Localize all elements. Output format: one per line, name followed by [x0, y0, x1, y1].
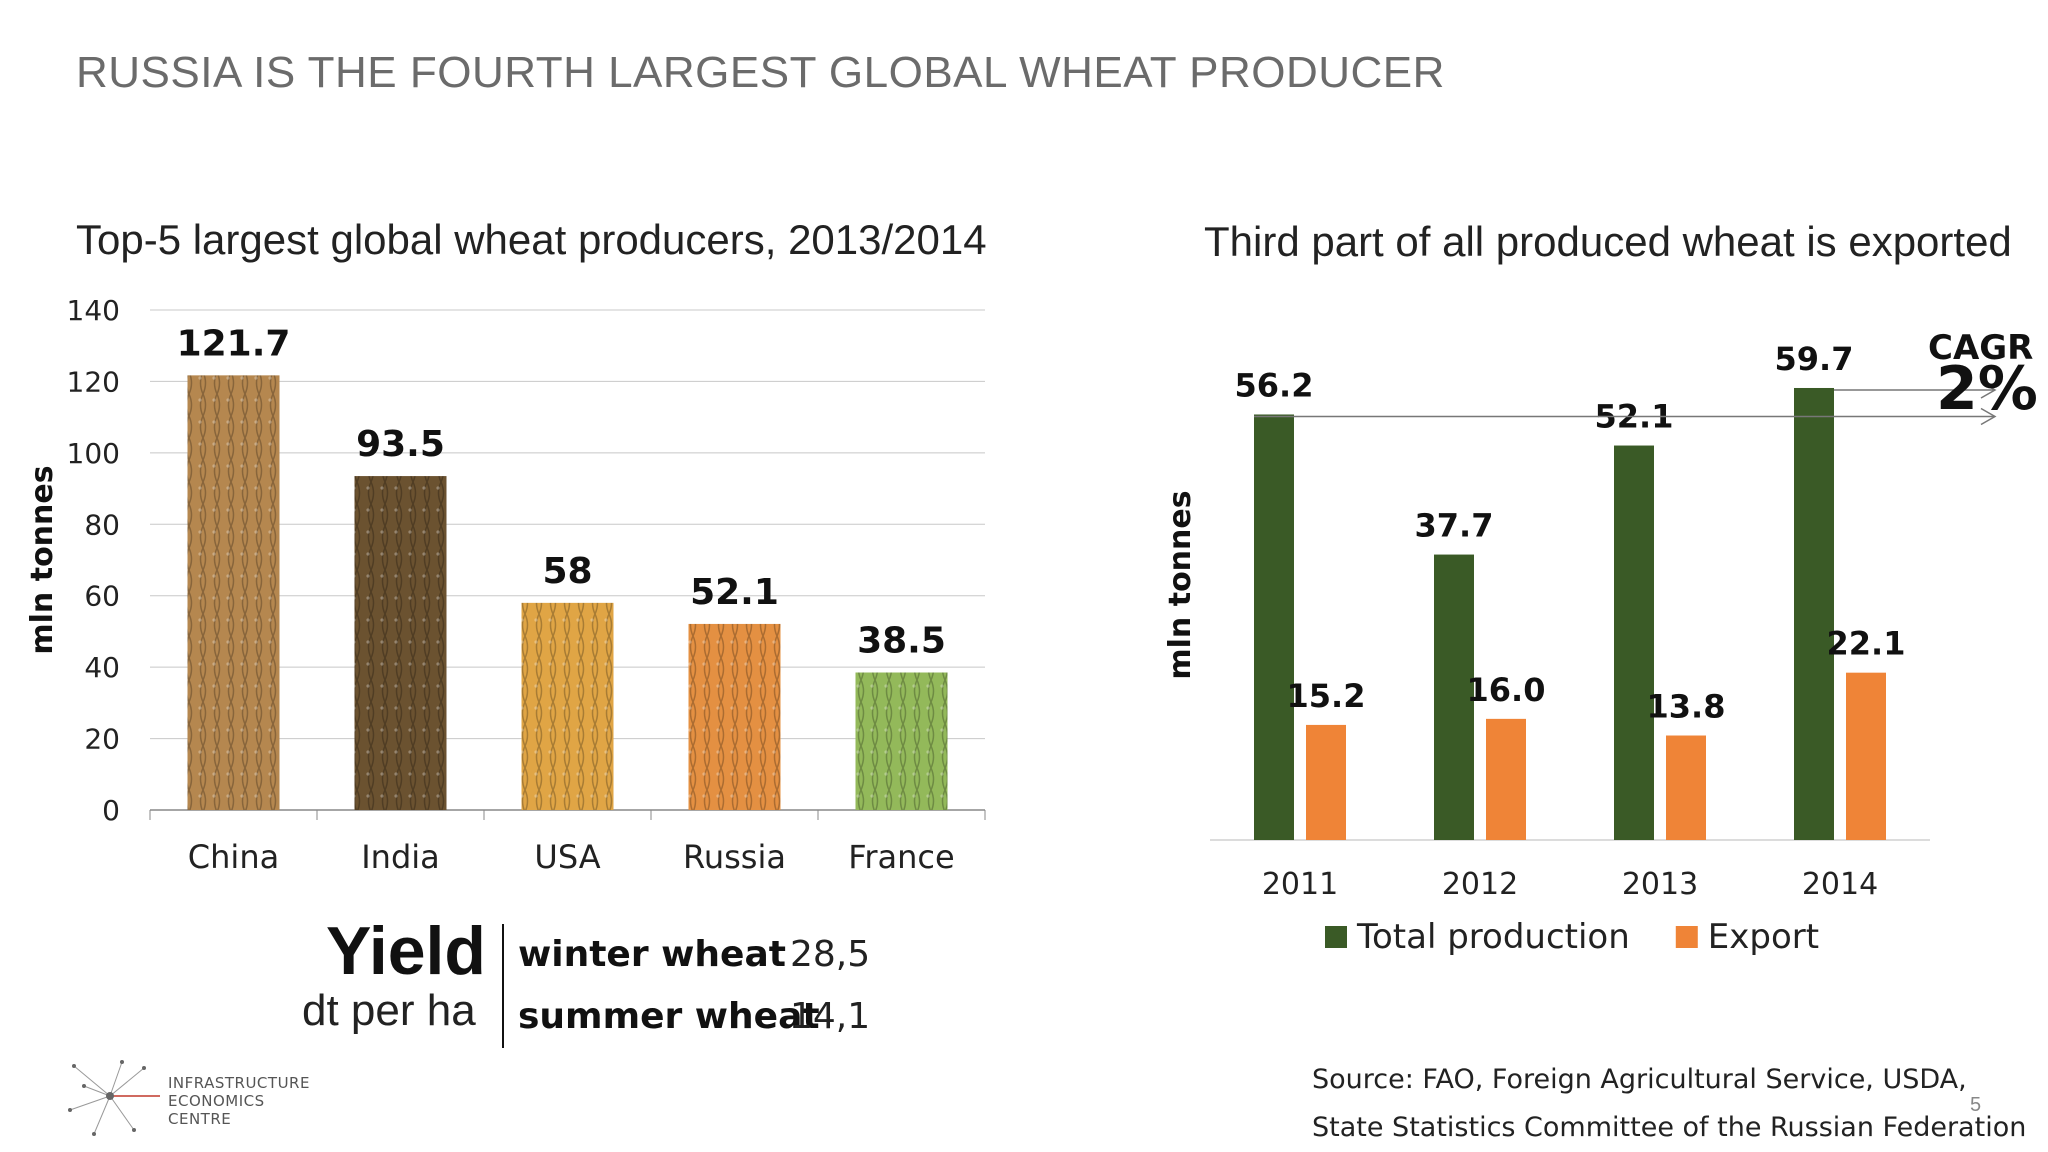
total-production-bar-2012: [1434, 554, 1474, 840]
x-tick-label: 2012: [1442, 867, 1518, 902]
source-line-1: Source: FAO, Foreign Agricultural Servic…: [1312, 1064, 1967, 1095]
network-logo-icon: [68, 1060, 160, 1136]
data-label: 16.0: [1467, 671, 1546, 709]
logo-text-line-3: CENTRE: [168, 1110, 232, 1128]
data-label: 56.2: [1235, 366, 1314, 404]
y-tick-label: 80: [84, 508, 120, 541]
arrow-right-icon: [1980, 407, 1997, 426]
data-label: 15.2: [1287, 677, 1366, 715]
logo-text-line-2: ECONOMICS: [168, 1092, 265, 1110]
x-tick-label: 2013: [1622, 867, 1698, 902]
x-tick-label: USA: [534, 838, 600, 876]
legend-swatch-total-production: [1325, 926, 1347, 948]
cagr-value: 2%: [1936, 354, 2038, 424]
data-label: 59.7: [1775, 340, 1854, 378]
bar-usa: [521, 602, 614, 810]
page-title: RUSSIA IS THE FOURTH LARGEST GLOBAL WHEA…: [76, 48, 1445, 97]
bar-france: [855, 672, 948, 810]
logo: INFRASTRUCTURE ECONOMICS CENTRE: [64, 1056, 309, 1140]
y-tick-label: 120: [67, 365, 120, 398]
yield-unit: dt per ha: [302, 986, 476, 1035]
total-production-bar-2013: [1614, 445, 1654, 840]
y-tick-label: 40: [84, 651, 120, 684]
y-tick-label: 20: [84, 723, 120, 756]
x-tick-label: India: [361, 838, 440, 876]
y-tick-label: 100: [67, 437, 120, 470]
y-tick-label: 0: [102, 794, 120, 827]
x-tick-label: 2014: [1802, 867, 1878, 902]
bar-india: [354, 476, 447, 810]
y-axis-label: mln tonnes: [1163, 490, 1198, 679]
legend-label: Export: [1708, 917, 1819, 957]
right-chart-title: Third part of all produced wheat is expo…: [1204, 218, 2012, 265]
export-bar-2013: [1666, 735, 1706, 840]
x-tick-label: Russia: [683, 838, 786, 876]
legend-swatch-export: [1675, 926, 1698, 948]
export-bar-2011: [1306, 724, 1346, 840]
data-label: 58: [542, 551, 592, 592]
right-bar-chart: 56.215.2201137.716.0201252.113.8201359.7…: [1163, 340, 1997, 957]
left-bar-chart: 0 20 40 60 80 100 120 140 121.7 China 93.5 India 58 U…: [25, 294, 986, 876]
y-axis-label: mln tonnes: [25, 465, 60, 654]
data-label: 93.5: [356, 424, 445, 465]
yield-row-winter-label: winter wheat: [518, 934, 786, 975]
data-label: 13.8: [1647, 688, 1726, 726]
data-label: 22.1: [1827, 625, 1906, 663]
y-tick-label: 60: [84, 580, 120, 613]
yield-row-summer-value: 14,1: [790, 996, 871, 1037]
bar-russia: [688, 623, 781, 810]
data-label: 37.7: [1415, 507, 1494, 545]
yield-row-winter-value: 28,5: [790, 934, 871, 975]
total-production-bar-2011: [1254, 414, 1294, 840]
export-bar-2012: [1486, 718, 1526, 840]
page-number: 5: [1970, 1094, 1982, 1116]
x-tick-label: 2011: [1262, 867, 1338, 902]
left-chart-title: Top-5 largest global wheat producers, 20…: [76, 216, 987, 263]
source-line-2: State Statistics Committee of the Russia…: [1312, 1112, 2027, 1143]
arrow-right-icon: [1980, 381, 1997, 399]
x-tick-label: France: [848, 838, 954, 876]
bar-china: [187, 375, 280, 810]
logo-text-line-1: INFRASTRUCTURE: [168, 1074, 310, 1092]
legend-label: Total production: [1356, 917, 1630, 957]
data-label: 38.5: [857, 621, 946, 662]
yield-title: Yield: [326, 913, 486, 989]
data-label: 121.7: [177, 323, 291, 364]
x-tick-label: China: [188, 838, 279, 876]
y-tick-label: 140: [67, 294, 120, 327]
cagr-label: CAGR: [1928, 328, 2034, 368]
total-production-bar-2014: [1794, 387, 1834, 840]
export-bar-2014: [1846, 672, 1886, 840]
yield-row-summer-label: summer wheat: [518, 996, 820, 1037]
data-label: 52.1: [690, 572, 779, 613]
yield-divider: [502, 924, 504, 1048]
